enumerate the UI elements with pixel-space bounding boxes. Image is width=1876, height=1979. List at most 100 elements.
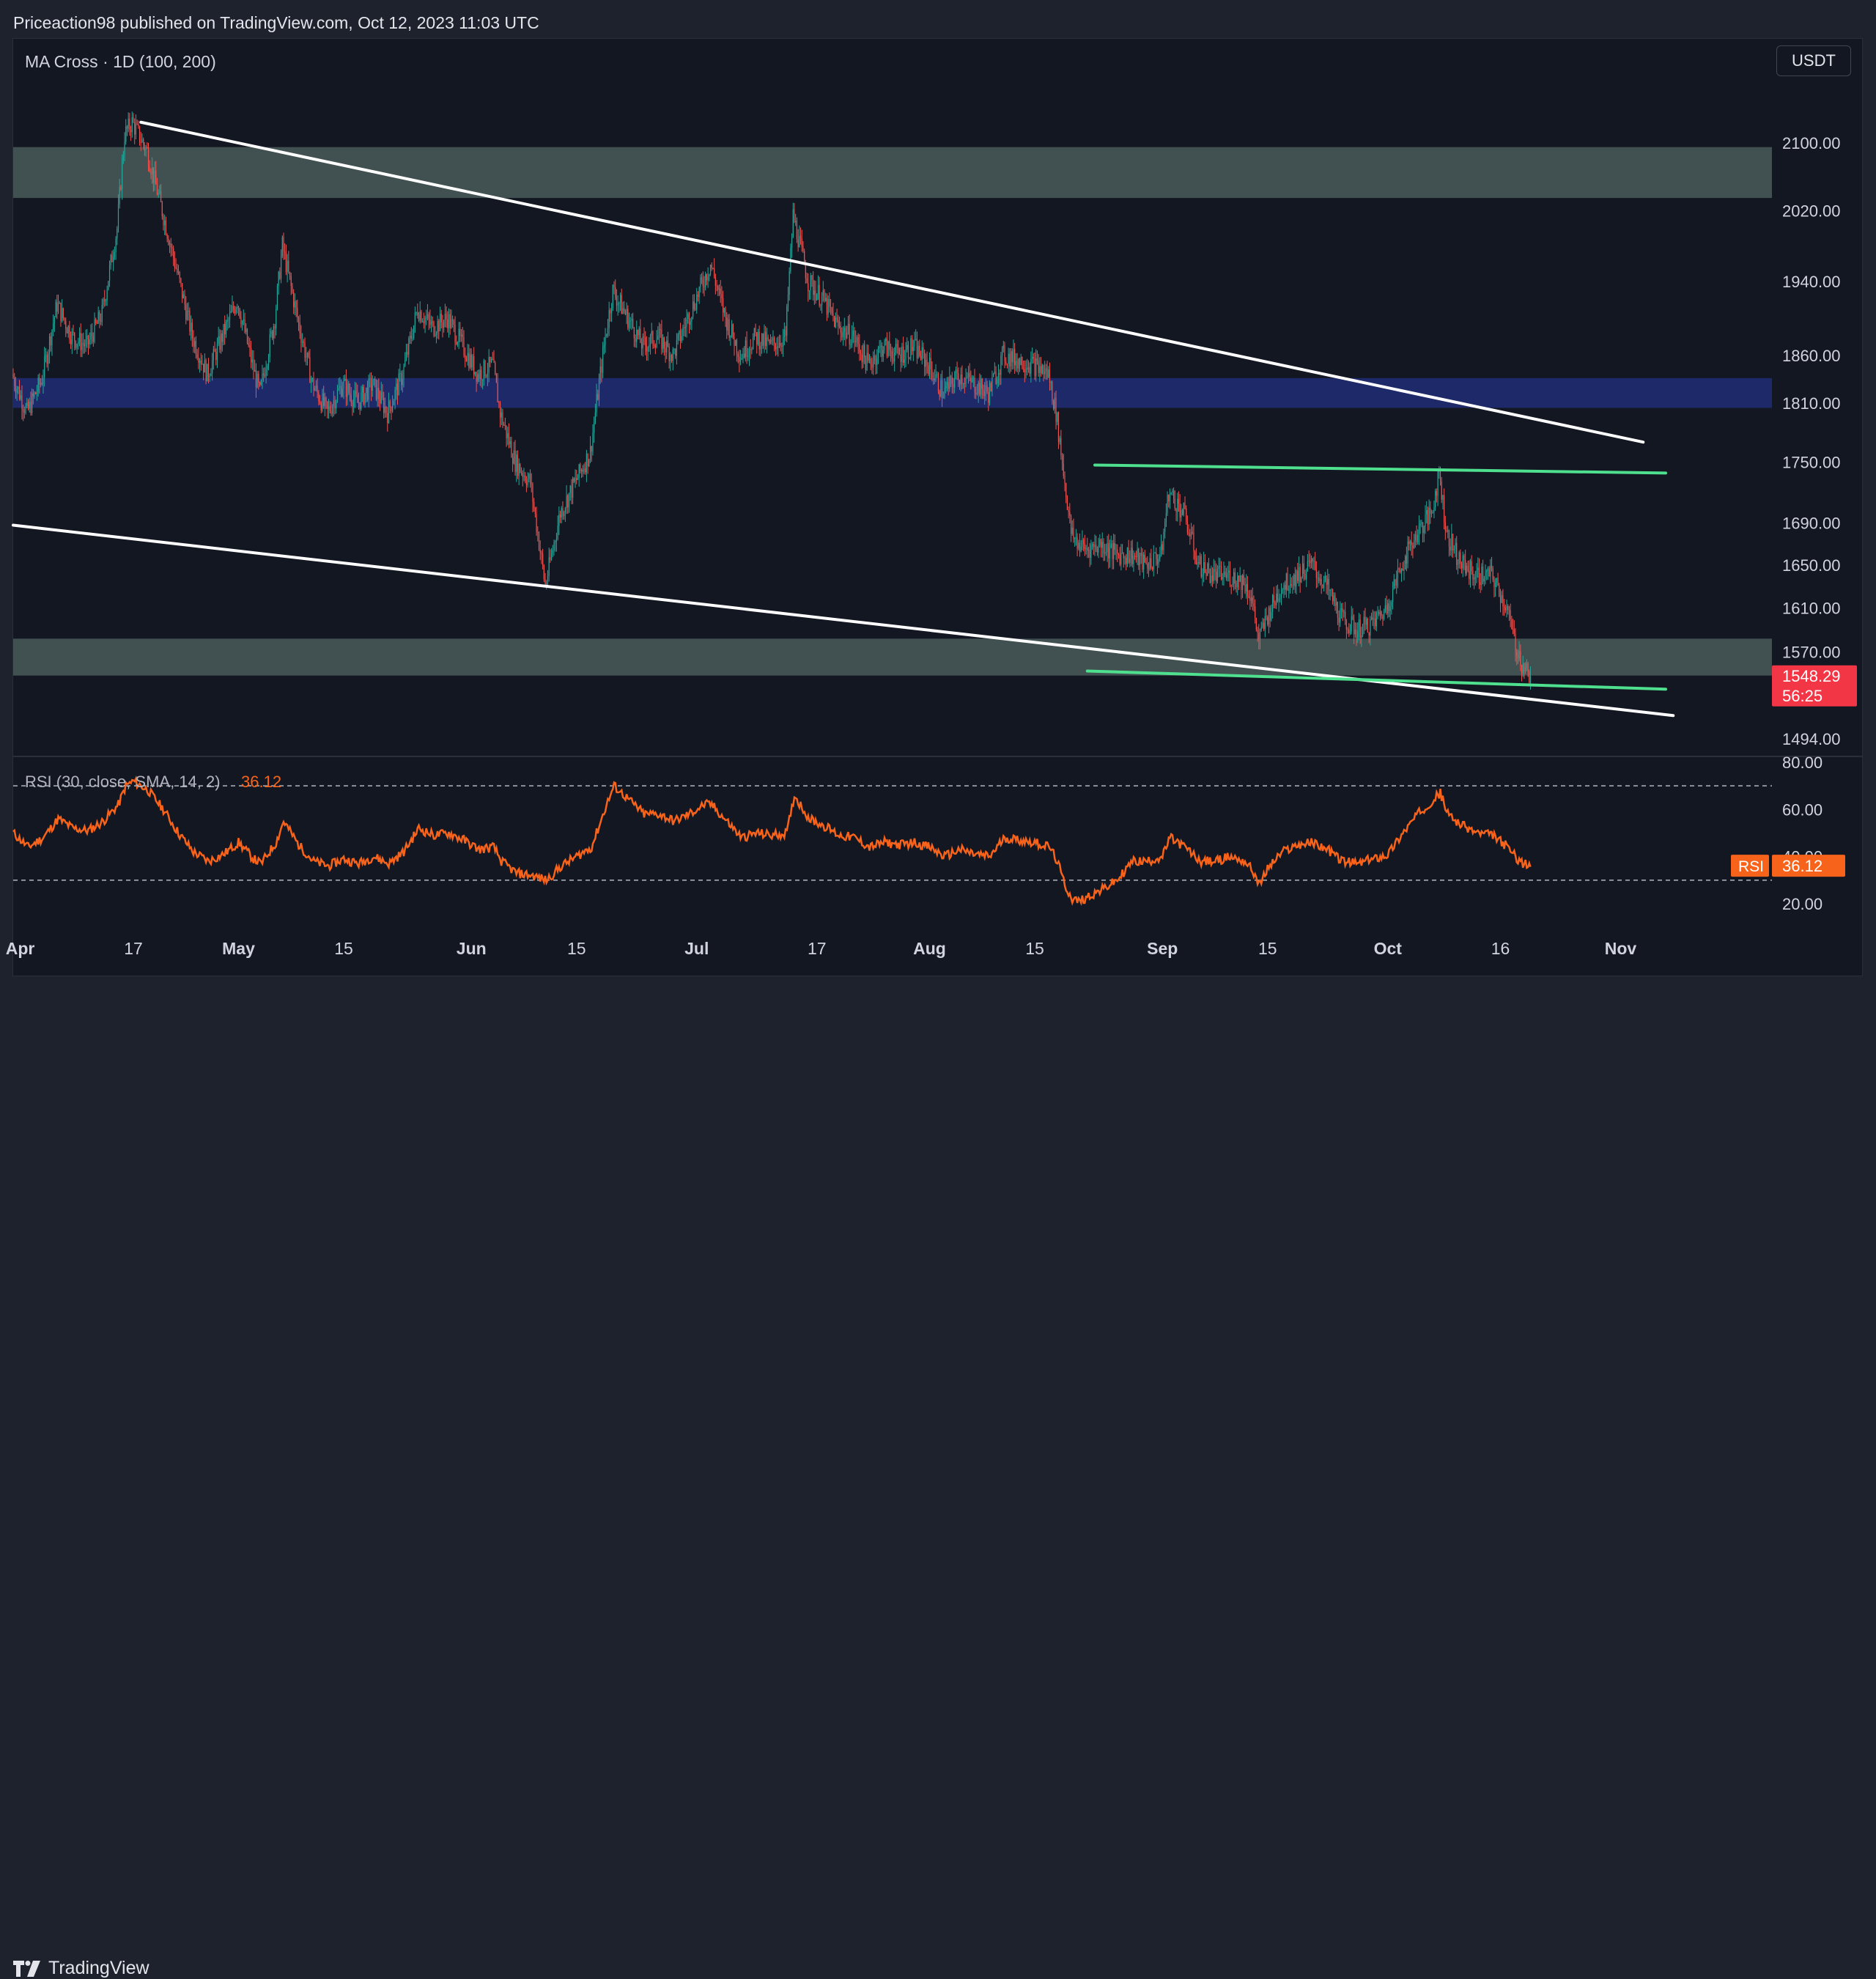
candle-body [873,361,874,368]
candle-body [956,369,958,374]
trendline-descending-lower[interactable] [12,523,1675,718]
candle-body [1456,542,1458,565]
candle-body [857,337,859,344]
candle-body [417,312,418,316]
candle-body [95,319,97,323]
candle-body [891,351,893,358]
candle-body [60,303,62,322]
candle-body [919,345,920,356]
candle-body [1293,574,1295,586]
candle-body [522,473,523,477]
trendline-range-bottom[interactable] [1085,669,1667,691]
candle-body [1222,577,1223,580]
trendline-descending-upper[interactable] [139,120,1645,444]
candle-body [155,170,157,185]
candle-body [1521,666,1523,674]
candle-body [394,389,396,401]
candle-body [687,314,689,320]
candle-body [1247,583,1249,597]
candle-body [1181,509,1183,515]
candle-body [954,378,956,388]
candle-body [726,317,728,331]
candle-body [1520,650,1521,666]
chart-svg[interactable]: 2100.00 2020.00 1940.00 1860.00 1810.00 1750.… [0,0,1876,1015]
candle-body [797,239,799,248]
candle-body [454,324,456,342]
candle-body [852,330,854,336]
candle-body [783,329,785,337]
candle-body [1061,455,1063,464]
candle-body [1025,368,1027,373]
candle-body [1478,567,1480,583]
currency-button[interactable]: USDT [1776,45,1851,76]
candle-body [14,377,15,386]
candle-body [760,345,761,350]
candle-body [577,478,579,480]
price-tick-label: 1494.00 [1782,730,1841,748]
candle-body [330,410,332,414]
candle-body [679,331,682,342]
candle-body [896,344,898,347]
candle-body [825,298,827,301]
candle-body [256,373,258,388]
candle-body [785,329,786,336]
candle-body [915,339,917,340]
candle-body [585,468,586,473]
candle-body [599,366,601,380]
candle-body [1481,566,1482,586]
candle-body [1073,527,1074,539]
candle-body [37,377,39,392]
candle-body [1421,522,1422,524]
candle-body [293,292,295,308]
candle-body [418,315,420,321]
candle-body [1471,561,1472,572]
candle-body [645,337,646,346]
candle-body [775,343,776,350]
candle-body [541,552,542,554]
candle-body [440,313,442,323]
candle-body [845,328,846,339]
candle-body [429,319,431,325]
last-price-tag [1772,665,1857,707]
candle-body [65,320,67,329]
candle-body [1163,531,1164,550]
candle-body [1035,358,1037,376]
candle-body [473,355,475,375]
candle-body [114,252,115,257]
candle-body [108,265,111,281]
candle-body [744,353,745,358]
candle-body [1101,542,1103,548]
rsi-label: RSI (30, close, SMA, 14, 2) [25,773,221,791]
candle-body [1165,512,1167,523]
candle-body [327,401,328,410]
tradingview-logo[interactable]: TradingView [13,1958,149,1979]
candle-body [787,295,789,307]
candle-body [772,337,774,341]
candle-body [23,410,25,413]
candle-body [972,377,974,378]
candle-body [829,299,830,307]
candle-body [1138,548,1140,566]
candle-body [1183,502,1184,515]
candle-body [714,276,716,287]
candle-body [432,321,433,323]
candle-body [245,328,247,332]
candle-body [1103,542,1104,554]
candle-body [676,339,678,356]
candle-body [27,402,29,409]
candle-body [1268,607,1270,625]
candle-body [988,392,989,403]
candle-body [827,299,829,314]
candle-body [182,294,184,298]
trendline-range-top[interactable] [1093,463,1667,475]
candle-body [690,321,691,325]
candle-body [626,309,627,315]
candle-body [78,332,81,342]
candle-body [402,379,403,386]
candle-body [94,319,95,342]
candle-body [129,118,130,130]
candle-body [449,314,451,328]
candle-body [1398,568,1400,570]
candle-body [745,340,746,358]
candle-body [901,346,903,362]
